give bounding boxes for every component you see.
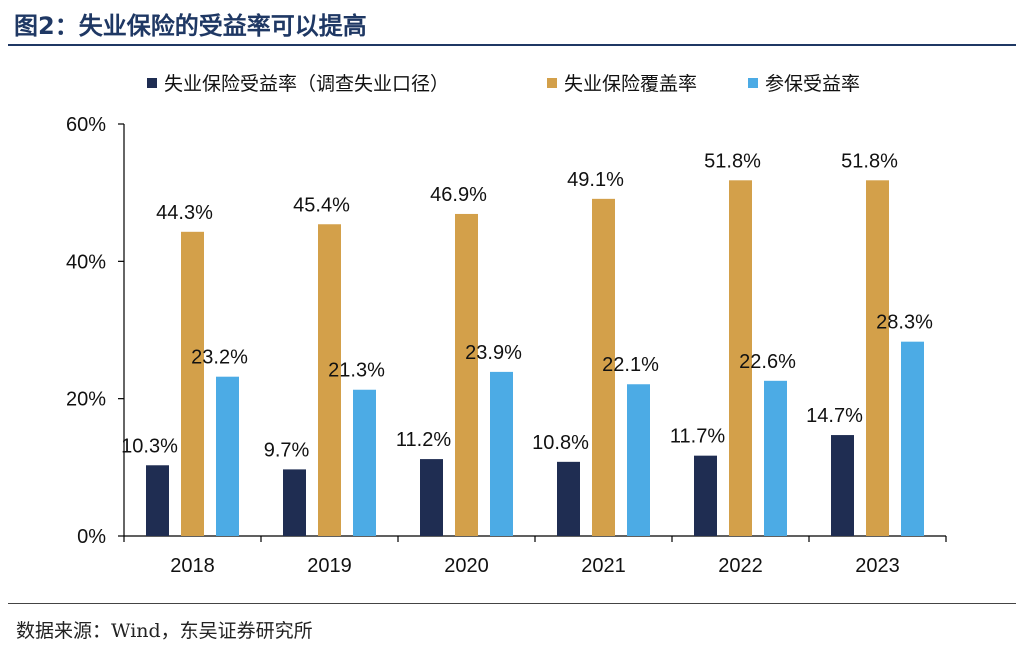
x-tick-label: 2020 [444, 555, 489, 577]
bar-series-3 [627, 384, 650, 536]
data-label: 10.3% [121, 435, 178, 457]
bar-series-2 [729, 180, 752, 536]
bar-series-1 [831, 435, 854, 536]
legend-label: 失业保险覆盖率 [564, 73, 697, 95]
x-tick-label: 2023 [855, 555, 900, 577]
x-tick-label: 2021 [581, 555, 626, 577]
data-label: 11.2% [396, 429, 451, 451]
bar-chart: 0% 20% 40% 60% 2018 10.3% 44.3% 23.2% 2019 9.7% 45… [66, 73, 947, 577]
bar-series-3 [490, 371, 513, 536]
legend-swatch [147, 78, 157, 88]
data-label: 44.3% [156, 202, 213, 224]
bar-series-2 [181, 231, 204, 536]
legend-swatch [748, 78, 758, 88]
data-label: 49.1% [567, 169, 624, 191]
data-label: 51.8% [704, 150, 761, 172]
bar-series-2 [866, 180, 889, 536]
bar-series-1 [420, 459, 443, 536]
x-tick-label: 2018 [170, 555, 215, 577]
bar-series-2 [592, 198, 615, 536]
data-label: 23.2% [191, 347, 248, 369]
bar-series-3 [764, 380, 787, 536]
legend-label: 参保受益率 [765, 73, 860, 95]
footer-divider [8, 603, 1016, 604]
y-tick-label: 60% [66, 114, 106, 136]
chart-area: 0% 20% 40% 60% 2018 10.3% 44.3% 23.2% 2019 9.7% 45… [0, 50, 1024, 600]
bar-series-3 [901, 341, 924, 536]
bar-series-1 [557, 461, 580, 536]
data-label: 14.7% [806, 405, 863, 427]
data-label: 46.9% [430, 184, 487, 206]
bar-series-1 [694, 455, 717, 536]
bar-series-3 [353, 389, 376, 536]
x-tick-label: 2019 [307, 555, 352, 577]
bar-series-2 [455, 213, 478, 536]
data-label: 9.7% [264, 439, 310, 461]
data-label: 21.3% [328, 360, 385, 382]
data-label: 45.4% [293, 194, 350, 216]
figure-title: 图2：失业保险的受益率可以提高 [14, 12, 367, 40]
data-label: 11.7% [670, 426, 725, 448]
title-divider [8, 44, 1016, 46]
data-label: 51.8% [841, 150, 898, 172]
y-tick-label: 0% [77, 526, 106, 548]
bar-series-2 [318, 224, 341, 536]
bar-series-1 [146, 465, 169, 536]
x-tick-label: 2022 [718, 555, 763, 577]
title-bar: 图2：失业保险的受益率可以提高 [0, 0, 1024, 46]
data-label: 22.6% [739, 351, 796, 373]
y-tick-label: 40% [66, 251, 106, 273]
data-label: 23.9% [465, 342, 522, 364]
data-label: 10.8% [532, 432, 589, 454]
legend-label: 失业保险受益率（调查失业口径） [164, 73, 449, 95]
data-label: 22.1% [602, 354, 659, 376]
y-tick-label: 20% [66, 389, 106, 411]
source-note: 数据来源：Wind，东吴证券研究所 [16, 620, 313, 642]
data-label: 28.3% [876, 312, 933, 334]
bar-series-3 [216, 376, 239, 536]
legend-swatch [547, 78, 557, 88]
bar-series-1 [283, 469, 306, 536]
